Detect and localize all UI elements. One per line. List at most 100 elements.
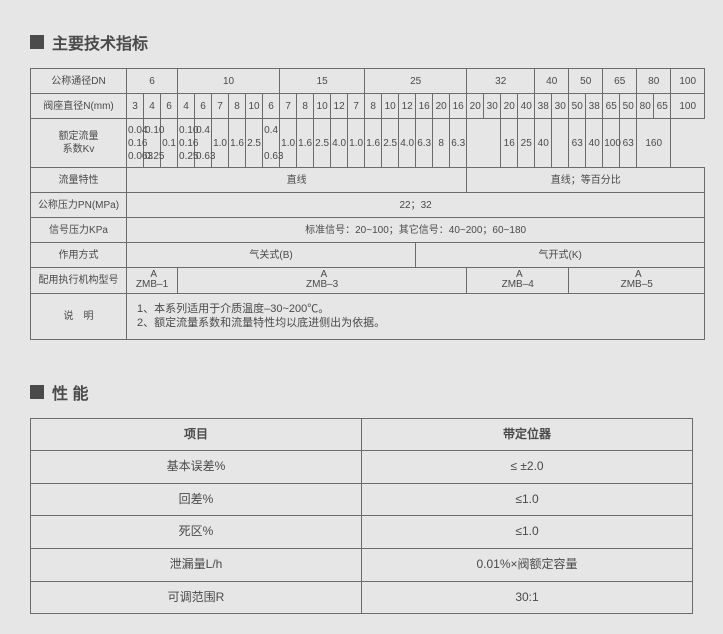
perf-row: 泄漏量L/h 0.01%×阀额定容量 — [31, 548, 693, 581]
seat-cell: 40 — [518, 94, 535, 119]
seat-cell: 30 — [552, 94, 569, 119]
spec-row-seat: 阀座直径N(mm) 3 4 6 4 6 7 8 10 6 7 8 10 12 7… — [31, 94, 705, 119]
perf-row: 可调范围R 30:1 — [31, 581, 693, 614]
action-left: 气关式(B) — [127, 243, 416, 268]
perf-row: 死区% ≤1.0 — [31, 516, 693, 549]
perf-label: 死区% — [31, 516, 362, 549]
kv-cell: 2.5 — [382, 119, 399, 168]
seat-cell: 20 — [501, 94, 518, 119]
seat-cell: 8 — [229, 94, 246, 119]
perf-value: ≤ ±2.0 — [362, 451, 693, 484]
kv-cell: 16 — [501, 119, 518, 168]
seat-cell: 10 — [246, 94, 263, 119]
seat-cell: 12 — [331, 94, 348, 119]
title-square-icon — [30, 385, 44, 399]
perf-row: 基本误差% ≤ ±2.0 — [31, 451, 693, 484]
kv-cell: 8 — [433, 119, 450, 168]
seat-cell: 38 — [586, 94, 603, 119]
kv-cell: 1.6 — [365, 119, 382, 168]
kv-cell: 100 — [603, 119, 620, 168]
dn-15: 15 — [280, 69, 365, 94]
perf-row: 回差% ≤1.0 — [31, 483, 693, 516]
seat-cell: 30 — [484, 94, 501, 119]
spec-label-dn: 公称通径DN — [31, 69, 127, 94]
spec-label-signal: 信号压力KPa — [31, 218, 127, 243]
spec-label-flowchar: 流量特性 — [31, 168, 127, 193]
seat-cell: 65 — [603, 94, 620, 119]
dn-10: 10 — [178, 69, 280, 94]
seat-cell: 80 — [637, 94, 654, 119]
dn-6: 6 — [127, 69, 178, 94]
kv-cell: 4.0 — [331, 119, 348, 168]
seat-cell: 65 — [654, 94, 671, 119]
seat-cell: 16 — [416, 94, 433, 119]
spec-row-actuator: 配用执行机构型号 ZMAB–1 ZMAB–3 ZMAB–4 ZMAB–5 — [31, 268, 705, 294]
seat-cell: 38 — [535, 94, 552, 119]
spec-table: 公称通径DN 6 10 15 25 32 40 50 65 80 100 阀座直… — [30, 68, 705, 340]
seat-cell: 7 — [280, 94, 297, 119]
perf-value: 30:1 — [362, 581, 693, 614]
kv-cell: 4.0 — [399, 119, 416, 168]
perf-value: ≤1.0 — [362, 483, 693, 516]
spec-row-pn: 公称压力PN(MPa) 22；32 — [31, 193, 705, 218]
seat-cell: 6 — [161, 94, 178, 119]
spec-notes: 1、本系列适用于介质温度–30~200℃。 2、额定流量系数和流量特性均以底进侧… — [127, 294, 705, 340]
dn-80: 80 — [637, 69, 671, 94]
actuator-3: ZMAB–3 — [178, 268, 467, 294]
kv-cell: 63 — [569, 119, 586, 168]
title-square-icon — [30, 35, 44, 49]
spec-label-action: 作用方式 — [31, 243, 127, 268]
dn-65: 65 — [603, 69, 637, 94]
spec-row-notes: 说 明 1、本系列适用于介质温度–30~200℃。 2、额定流量系数和流量特性均… — [31, 294, 705, 340]
kv-cell: 63 — [620, 119, 637, 168]
seat-cell: 16 — [450, 94, 467, 119]
seat-cell: 6 — [263, 94, 280, 119]
perf-header-row: 项目 带定位器 — [31, 418, 693, 451]
signal-value: 标准信号：20~100；其它信号：40~200；60~180 — [127, 218, 705, 243]
actuator-5: ZMAB–5 — [569, 268, 705, 294]
spec-section-title: 主要技术指标 — [30, 30, 693, 54]
spec-label-notes: 说 明 — [31, 294, 127, 340]
seat-cell: 12 — [399, 94, 416, 119]
perf-label: 基本误差% — [31, 451, 362, 484]
perf-value: 0.01%×阀额定容量 — [362, 548, 693, 581]
perf-header-withpos: 带定位器 — [362, 418, 693, 451]
action-right: 气开式(K) — [416, 243, 705, 268]
seat-cell: 20 — [467, 94, 484, 119]
kv-cell: 0.040.160.063 — [127, 119, 144, 168]
perf-title-text: 性 能 — [52, 380, 88, 404]
actuator-4: ZMAB–4 — [467, 268, 569, 294]
seat-cell: 6 — [195, 94, 212, 119]
actuator-1: ZMAB–1 — [127, 268, 178, 294]
spec-row-kv: 额定流量 系数Kv 0.040.160.063 0.100.25 0.1 0.1… — [31, 119, 705, 168]
seat-cell: 4 — [144, 94, 161, 119]
spec-title-text: 主要技术指标 — [52, 30, 148, 54]
kv-cell: 2.5 — [314, 119, 331, 168]
spec-label-kv: 额定流量 系数Kv — [31, 119, 127, 168]
kv-cell — [552, 119, 569, 168]
seat-cell: 7 — [212, 94, 229, 119]
spec-label-pn: 公称压力PN(MPa) — [31, 193, 127, 218]
seat-cell: 8 — [297, 94, 314, 119]
kv-cell: 25 — [518, 119, 535, 168]
perf-label: 回差% — [31, 483, 362, 516]
perf-label: 可调范围R — [31, 581, 362, 614]
kv-cell: 0.100.160.25 — [178, 119, 195, 168]
dn-50: 50 — [569, 69, 603, 94]
page-root: 主要技术指标 公称通径DN 6 10 15 25 32 40 50 65 80 … — [0, 0, 723, 634]
kv-cell: 0.40.63 — [263, 119, 280, 168]
kv-cell: 40 — [535, 119, 552, 168]
dn-100: 100 — [671, 69, 705, 94]
spec-label-actuator: 配用执行机构型号 — [31, 268, 127, 294]
seat-cell: 10 — [382, 94, 399, 119]
kv-cell: 40 — [586, 119, 603, 168]
pn-value: 22；32 — [127, 193, 705, 218]
flowchar-left: 直线 — [127, 168, 467, 193]
kv-cell: 6.3 — [416, 119, 433, 168]
seat-cell: 10 — [314, 94, 331, 119]
seat-cell: 4 — [178, 94, 195, 119]
kv-cell: 2.5 — [246, 119, 263, 168]
flowchar-right: 直线；等百分比 — [467, 168, 705, 193]
kv-cell: 1.6 — [297, 119, 314, 168]
kv-cell: 160 — [637, 119, 671, 168]
